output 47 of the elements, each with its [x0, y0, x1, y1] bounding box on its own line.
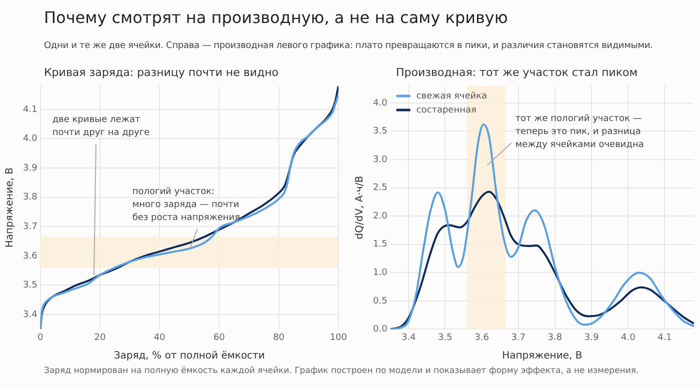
x-tick-label: 20: [94, 332, 106, 343]
x-tick-label: 4.0: [620, 332, 636, 343]
annotation: тот же пологий участок — теперь это пик, и разница между ячейками очевидна: [515, 114, 644, 150]
x-tick-label: 60: [213, 332, 226, 343]
y-tick-label: 0.0: [372, 324, 388, 335]
annotation: две кривые лежат почти друг на друге: [52, 115, 150, 138]
x-tick-label: 3.4: [401, 332, 416, 343]
x-tick-label: 3.6: [474, 332, 490, 343]
x-tick-label: 4.1: [658, 332, 672, 343]
x-tick-label: 3.8: [548, 332, 562, 343]
y-tick-label: 0.5: [372, 296, 388, 306]
y-tick-label: 1.5: [372, 240, 388, 250]
x-tick-label: 0: [37, 332, 44, 343]
chart-title: Производная: тот же участок стал пиком: [396, 66, 638, 79]
x-tick-label: 80: [273, 332, 285, 343]
y-tick-label: 4.1: [22, 104, 38, 115]
y-tick-label: 3.5: [372, 126, 388, 137]
x-tick-label: 3.5: [438, 332, 452, 343]
y-tick-label: 3.4: [22, 310, 38, 320]
y-tick-label: 3.5: [22, 280, 38, 291]
text: Заряд нормирован на полную ёмкость каждой ячейки. График построен по модели и показывает форму эффекта, а не измерения.: [44, 366, 639, 376]
y-tick-label: 4.0: [372, 98, 388, 108]
x-tick-label: 100: [330, 332, 348, 343]
x-axis-title: Заряд, % от полной ёмкости: [114, 350, 265, 362]
y-tick-label: 3.0: [372, 154, 388, 165]
line-series: [390, 190, 694, 330]
y-tick-label: 3.9: [22, 163, 38, 174]
y-axis-title: Напряжение, В: [4, 167, 16, 248]
y-tick-label: 1.0: [372, 268, 388, 278]
text: Одни и те же две ячейки. Справа — производная левого графика: плато превращаются в пики, и различия становятся видимыми.: [44, 41, 653, 51]
y-tick-label: 2.5: [372, 183, 388, 194]
y-tick-label: 2.0: [372, 211, 388, 222]
legend-label: свежая ячейка: [416, 91, 488, 102]
annotation: пологий участок: много заряда — почти без роста напряжения: [132, 187, 240, 223]
y-tick-label: 4.0: [22, 134, 38, 144]
x-tick-label: 3.9: [584, 332, 599, 343]
text: Почему смотрят на производную, а не на саму кривую: [44, 8, 508, 27]
y-tick-label: 3.6: [22, 251, 38, 262]
line-series: [390, 123, 694, 330]
y-axis-title: dQ/dV, А·ч/В: [354, 176, 366, 240]
x-axis-title: Напряжение, В: [502, 350, 582, 362]
y-tick-label: 3.7: [22, 222, 38, 232]
y-tick-label: 3.8: [22, 192, 38, 203]
x-tick-label: 3.7: [511, 332, 526, 343]
legend-label: состаренная: [416, 105, 476, 116]
chart-title: Кривая заряда: разницу почти не видно: [44, 66, 279, 79]
x-tick-label: 40: [154, 332, 166, 343]
